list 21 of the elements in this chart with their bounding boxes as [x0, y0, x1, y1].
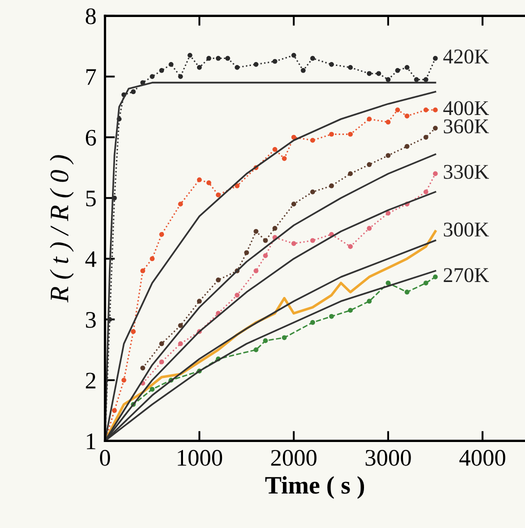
- y-tick-label: 5: [86, 190, 96, 206]
- x-axis-title: Time ( s ): [265, 476, 364, 499]
- series-label: 400K: [443, 101, 489, 116]
- y-tick-label: 4: [85, 251, 96, 267]
- y-tick-label: 3: [86, 312, 96, 328]
- y-tick-label: 1: [86, 433, 96, 450]
- y-axis-title: R ( t ) / R ( 0 ): [50, 155, 74, 303]
- y-tick-label: 2: [86, 372, 96, 388]
- series-label: 360K: [444, 119, 489, 134]
- y-tick-label: 6: [86, 130, 96, 146]
- series-label: 300K: [444, 222, 489, 237]
- x-tick-label: 4000: [459, 450, 506, 466]
- x-tick-label: 1000: [178, 450, 222, 466]
- y-tick-label: 7: [86, 69, 96, 85]
- series-label: 420K: [443, 50, 489, 64]
- y-tick-label: 8: [86, 8, 96, 24]
- x-tick-label: 3000: [366, 450, 411, 466]
- series-label: 270K: [444, 268, 489, 282]
- x-tick-label: 2000: [271, 450, 316, 466]
- x-tick-label: 0: [100, 450, 110, 466]
- series-label: 330K: [444, 164, 489, 179]
